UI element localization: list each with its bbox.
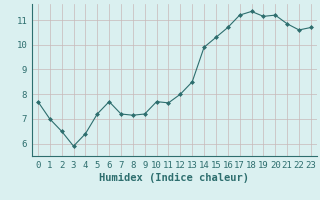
X-axis label: Humidex (Indice chaleur): Humidex (Indice chaleur) xyxy=(100,173,249,183)
